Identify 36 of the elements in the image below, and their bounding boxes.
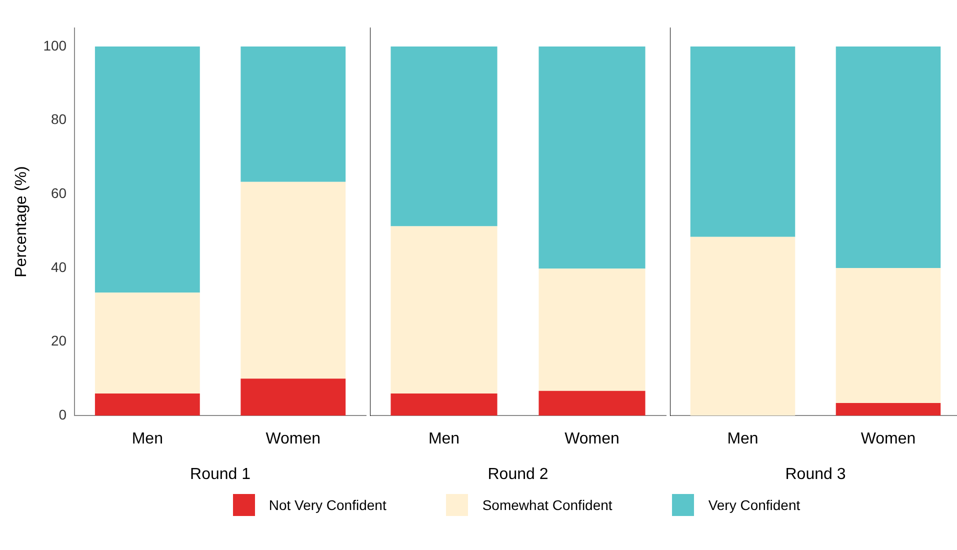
x-tick-label: Men [727,430,758,448]
bar [690,46,796,237]
bar [690,236,796,416]
bar [836,268,941,404]
x-tick-label: Men [428,430,460,448]
bar [390,226,498,394]
bar [240,182,346,379]
bar [390,393,498,416]
bar [240,46,346,182]
bar [836,403,941,416]
y-tick-label: 40 [50,258,67,275]
legend-label: Not Very Confident [268,497,386,513]
x-axis-title: Round 2 [488,466,548,483]
y-tick-label: 80 [50,111,67,128]
bar [240,378,346,416]
bar [836,46,941,268]
bar [390,46,498,226]
y-tick-label: 0 [58,406,67,422]
x-axis-title: Round 3 [785,466,846,483]
bar [538,268,646,391]
x-tick-label: Men [132,430,163,448]
bar [538,390,646,416]
bar [94,393,200,416]
x-tick-label: Women [266,430,321,448]
bar [94,292,200,394]
legend-label: Very Confident [708,497,800,513]
y-tick-label: 60 [50,184,67,201]
y-tick-label: 100 [43,37,67,54]
x-tick-label: Women [860,430,916,448]
y-tick-label: 20 [50,332,67,349]
legend-label: Somewhat Confident [482,497,612,513]
x-tick-label: Women [564,430,620,448]
bar [94,46,200,293]
y-axis-title: Percentage (%) [13,166,30,278]
bar [538,46,646,269]
x-axis-title: Round 1 [190,466,251,483]
